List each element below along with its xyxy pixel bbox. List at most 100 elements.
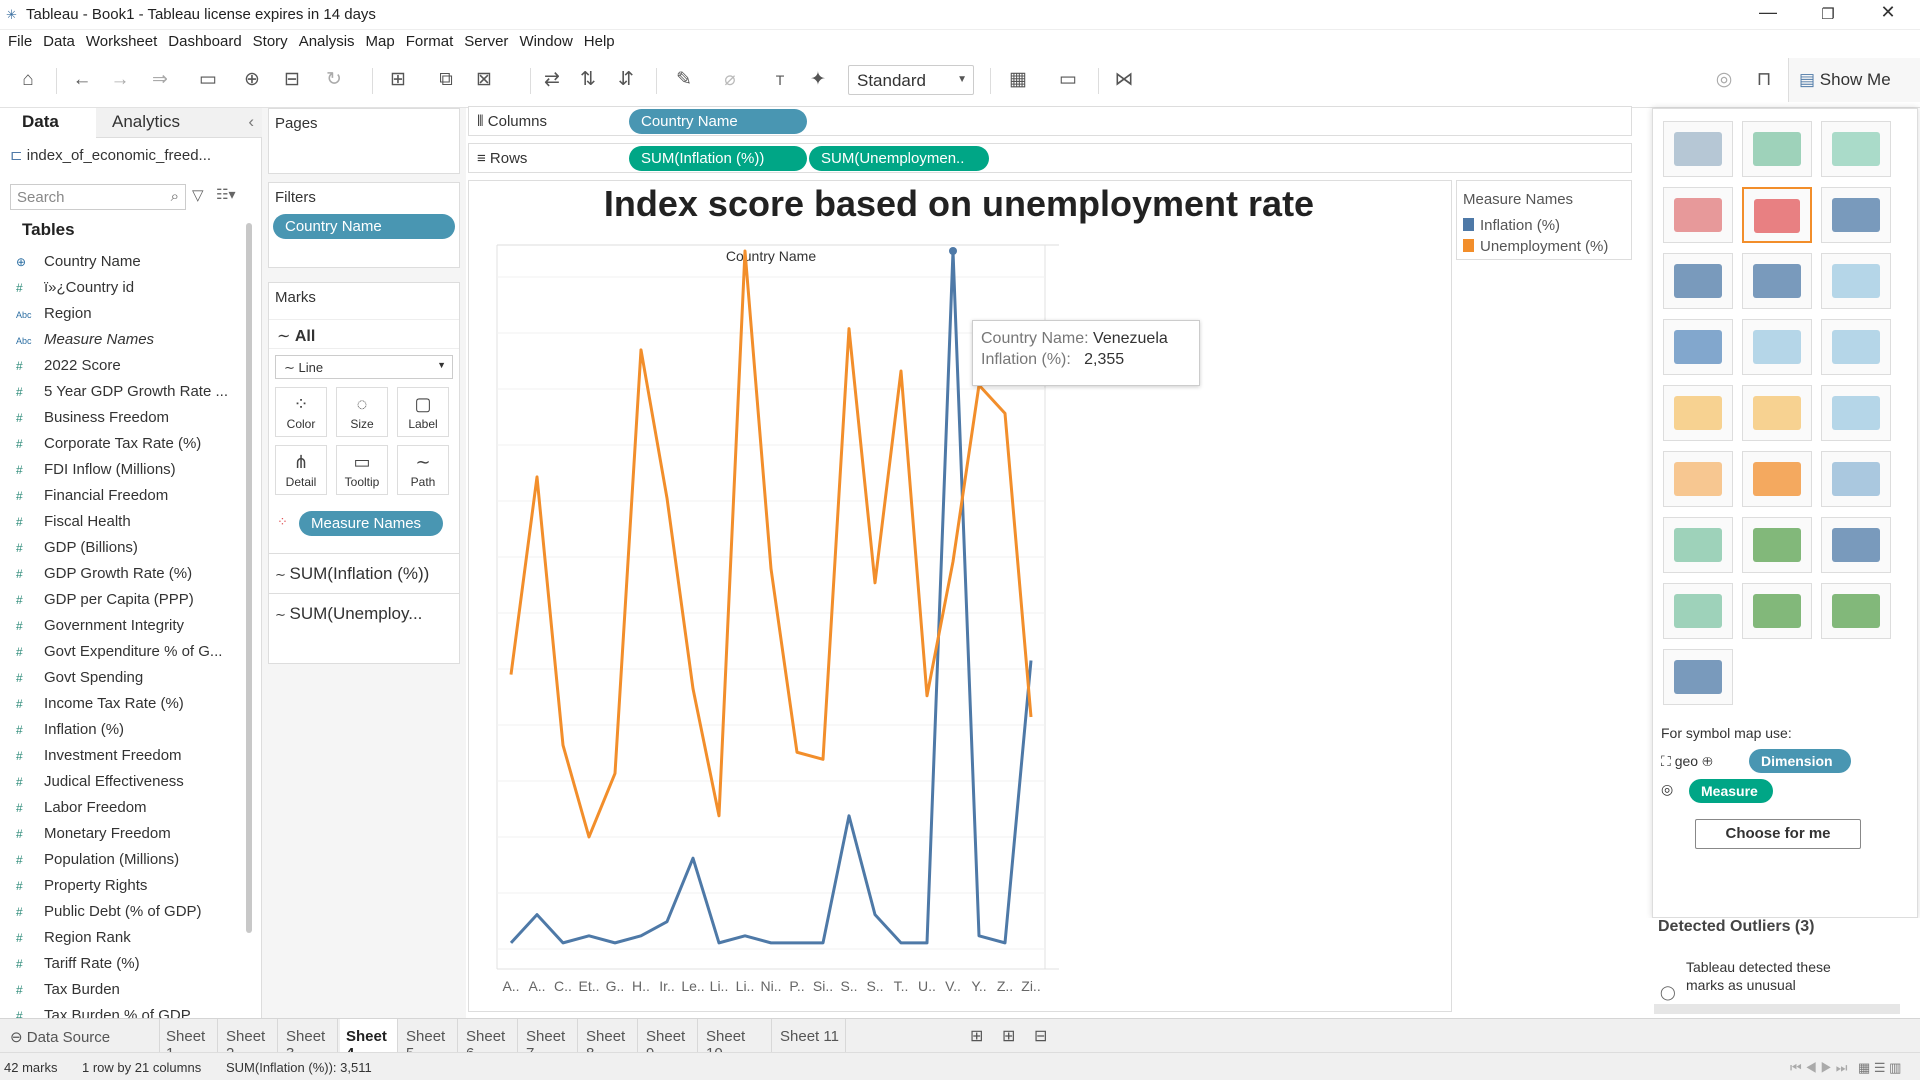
field-item[interactable]: # Corporate Tax Rate (%) xyxy=(16,435,201,461)
sheet-tab[interactable]: Sheet 1 xyxy=(160,1019,218,1062)
nav-arrows-icon[interactable]: ⏮ ◀ ▶ ⏭ xyxy=(1790,1060,1848,1075)
chart-type-thumbnail[interactable] xyxy=(1663,385,1733,441)
mark-size-button[interactable]: ◌ Size xyxy=(336,387,388,437)
mark-type-dropdown[interactable]: ∼ Line ▼ xyxy=(275,355,453,379)
chart-type-thumbnail[interactable] xyxy=(1663,121,1733,177)
choose-for-me-button[interactable]: Choose for me xyxy=(1695,819,1861,849)
chart-type-thumbnail[interactable] xyxy=(1821,385,1891,441)
replay-icon[interactable]: ⇒ xyxy=(152,69,168,90)
chart-type-thumbnail[interactable] xyxy=(1742,253,1812,309)
columns-shelf[interactable]: ⦀ Columns Country Name xyxy=(468,106,1632,136)
field-item[interactable]: Abc Measure Names xyxy=(16,331,154,357)
pages-shelf[interactable]: Pages xyxy=(268,108,460,174)
chart-type-thumbnail[interactable] xyxy=(1821,517,1891,573)
highlight-icon[interactable]: ✎ xyxy=(676,69,692,90)
line-chart[interactable]: Index score based on unemployment rate C… xyxy=(469,181,1451,1011)
chart-type-thumbnail[interactable] xyxy=(1663,649,1733,705)
new-worksheet-icon[interactable]: ⊞ xyxy=(970,1028,984,1045)
mark-tooltip-button[interactable]: ▭ Tooltip xyxy=(336,445,388,495)
filter-pill-country-name[interactable]: Country Name xyxy=(273,214,455,239)
filters-shelf[interactable]: Filters Country Name xyxy=(268,182,460,268)
field-item[interactable]: # GDP Growth Rate (%) xyxy=(16,565,192,591)
field-item[interactable]: #5 Year GDP Growth Rate ... xyxy=(16,383,228,409)
sheet-tab[interactable]: Sheet 6 xyxy=(460,1019,518,1062)
labels-icon[interactable]: T xyxy=(775,72,785,88)
share-icon[interactable]: ⋈ xyxy=(1114,69,1134,90)
color-legend[interactable]: Measure Names Inflation (%) Unemployment… xyxy=(1456,180,1632,260)
datasource-item[interactable]: ⊏ index_of_economic_freed... xyxy=(10,146,211,164)
field-item[interactable]: # Monetary Freedom xyxy=(16,825,171,851)
chart-type-thumbnail[interactable] xyxy=(1821,451,1891,507)
sheet-tab[interactable]: Sheet 4 xyxy=(340,1019,398,1062)
rows-pill-unemployment[interactable]: SUM(Unemploymen.. xyxy=(809,146,989,171)
field-item[interactable]: # Financial Freedom xyxy=(16,487,168,513)
field-item[interactable]: # Income Tax Rate (%) xyxy=(16,695,184,721)
chart-type-thumbnail[interactable] xyxy=(1742,319,1812,375)
sheet-tab[interactable]: Sheet 7 xyxy=(520,1019,578,1062)
field-item[interactable]: Abc Region xyxy=(16,305,92,331)
sheet-tab[interactable]: Sheet 2 xyxy=(220,1019,278,1062)
show-cards-icon[interactable]: ▦ xyxy=(1009,69,1027,90)
chart-type-thumbnail[interactable] xyxy=(1742,187,1812,243)
mark-path-button[interactable]: ∼ Path xyxy=(397,445,449,495)
minimize-icon[interactable]: — xyxy=(1759,2,1777,22)
ask-data-icon[interactable]: ◎ xyxy=(1715,69,1733,90)
menu-item[interactable]: Server xyxy=(464,33,509,50)
horizontal-scrollbar[interactable] xyxy=(1654,1004,1900,1014)
view-options-icon[interactable]: ☷▾ xyxy=(216,186,236,202)
menu-item[interactable]: File xyxy=(8,33,33,50)
duplicate-icon[interactable]: ⧉ xyxy=(439,69,453,90)
chart-type-thumbnail[interactable] xyxy=(1742,451,1812,507)
tab-analytics[interactable]: Analytics ‹ xyxy=(96,108,262,138)
new-dashboard-icon[interactable]: ⊞ xyxy=(1002,1028,1016,1045)
close-icon[interactable]: ✕ xyxy=(1880,2,1896,22)
chart-type-thumbnail[interactable] xyxy=(1663,187,1733,243)
filter-icon[interactable]: ▽ xyxy=(192,187,204,204)
menu-item[interactable]: Help xyxy=(583,33,615,50)
field-item[interactable]: # Fiscal Health xyxy=(16,513,131,539)
sheet-tab[interactable]: Sheet 11 xyxy=(774,1019,846,1053)
data-point[interactable] xyxy=(949,247,957,255)
field-item[interactable]: # Inflation (%) xyxy=(16,721,124,747)
measure-card-inflation[interactable]: ∼ SUM(Inflation (%)) xyxy=(269,553,459,593)
mark-label-button[interactable]: ▢ Label xyxy=(397,387,449,437)
pin-icon[interactable]: ✦ xyxy=(810,69,826,90)
restore-icon[interactable]: ❐ xyxy=(1821,6,1835,23)
rows-shelf[interactable]: ≡ Rows SUM(Inflation (%)) SUM(Unemployme… xyxy=(468,143,1632,173)
chart-type-thumbnail[interactable] xyxy=(1742,517,1812,573)
swap-icon[interactable]: ⇄ xyxy=(544,69,560,90)
series-line[interactable] xyxy=(509,249,1033,839)
new-worksheet-icon[interactable]: ⊞ xyxy=(390,69,406,90)
measure-names-pill[interactable]: Measure Names xyxy=(299,511,443,536)
columns-pill-country-name[interactable]: Country Name xyxy=(629,109,807,134)
sort-asc-icon[interactable]: ⇅ xyxy=(580,69,596,90)
chart-type-thumbnail[interactable] xyxy=(1663,253,1733,309)
mark-detail-button[interactable]: ⋔ Detail xyxy=(275,445,327,495)
mark-color-button[interactable]: ⁘ Color xyxy=(275,387,327,437)
chart-type-thumbnail[interactable] xyxy=(1821,121,1891,177)
new-story-icon[interactable]: ⊟ xyxy=(1034,1028,1048,1045)
save-icon[interactable]: ▭ xyxy=(199,69,217,90)
legend-item[interactable]: Inflation (%) xyxy=(1463,217,1560,234)
marks-all-row[interactable]: ∼ All xyxy=(269,319,459,349)
chart-type-thumbnail[interactable] xyxy=(1663,319,1733,375)
menu-item[interactable]: Analysis xyxy=(298,33,355,50)
chart-type-thumbnail[interactable] xyxy=(1821,187,1891,243)
paint-icon[interactable]: ⊓ xyxy=(1756,69,1772,90)
chart-type-thumbnail[interactable] xyxy=(1821,583,1891,639)
legend-item[interactable]: Unemployment (%) xyxy=(1463,238,1608,255)
menu-item[interactable]: Window xyxy=(519,33,573,50)
chart-type-thumbnail[interactable] xyxy=(1663,583,1733,639)
collapse-icon[interactable]: ‹ xyxy=(248,112,254,131)
presentation-icon[interactable]: ▭ xyxy=(1059,69,1077,90)
field-item[interactable]: # Investment Freedom xyxy=(16,747,182,773)
data-source-tab[interactable]: ⊖ Data Source xyxy=(0,1019,160,1053)
undo-icon[interactable]: ← xyxy=(72,69,92,90)
field-item[interactable]: # Govt Spending xyxy=(16,669,143,695)
field-item[interactable]: # FDI Inflow (Millions) xyxy=(16,461,176,487)
field-item[interactable]: # Region Rank xyxy=(16,929,131,955)
field-item[interactable]: ⊕ Country Name xyxy=(16,253,141,279)
redo-icon[interactable]: → xyxy=(110,69,130,90)
view-mode-icons[interactable]: ▦ ☰ ▥ xyxy=(1858,1060,1902,1075)
series-line[interactable] xyxy=(509,249,1033,945)
